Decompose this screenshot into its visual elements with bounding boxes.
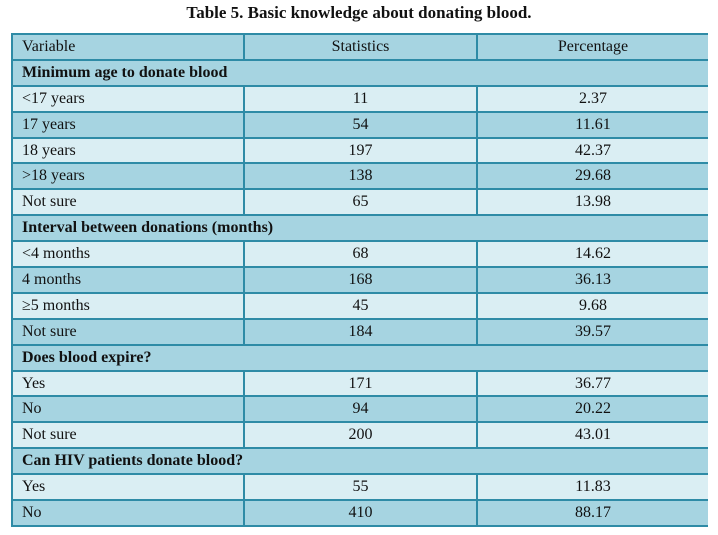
row-label: No bbox=[13, 397, 243, 422]
table-row: No 410 88.17 bbox=[13, 501, 708, 525]
section-title: Can HIV patients donate blood? bbox=[13, 449, 708, 474]
table-row: <17 years 11 2.37 bbox=[13, 86, 708, 111]
row-statistics: 184 bbox=[245, 319, 476, 344]
row-percentage: 43.01 bbox=[478, 423, 708, 448]
row-label: 17 years bbox=[13, 112, 243, 137]
row-percentage: 13.98 bbox=[478, 190, 708, 215]
table-row: 17 years 54 11.61 bbox=[13, 112, 708, 137]
row-statistics: 200 bbox=[245, 423, 476, 448]
row-statistics: 45 bbox=[245, 293, 476, 318]
row-statistics: 55 bbox=[245, 475, 476, 500]
row-label: 18 years bbox=[13, 138, 243, 163]
row-label: Yes bbox=[13, 371, 243, 396]
table-row: 18 years 197 42.37 bbox=[13, 138, 708, 163]
row-statistics: 11 bbox=[245, 86, 476, 111]
table-row: 4 months 168 36.13 bbox=[13, 268, 708, 292]
row-statistics: 168 bbox=[245, 268, 476, 292]
row-percentage: 2.37 bbox=[478, 86, 708, 111]
row-statistics: 138 bbox=[245, 164, 476, 189]
row-percentage: 11.83 bbox=[478, 475, 708, 500]
header-statistics: Statistics bbox=[245, 35, 476, 59]
row-label: Not sure bbox=[13, 423, 243, 448]
knowledge-table-frame: Variable Statistics Percentage Minimum a… bbox=[11, 33, 708, 527]
row-percentage: 14.62 bbox=[478, 242, 708, 267]
table-row: Yes 171 36.77 bbox=[13, 371, 708, 396]
row-label: >18 years bbox=[13, 164, 243, 189]
row-label: Yes bbox=[13, 475, 243, 500]
row-statistics: 65 bbox=[245, 190, 476, 215]
section-title: Interval between donations (months) bbox=[13, 216, 708, 241]
row-label: <4 months bbox=[13, 242, 243, 267]
row-statistics: 410 bbox=[245, 501, 476, 525]
table-row: Not sure 65 13.98 bbox=[13, 190, 708, 215]
table-caption: Table 5. Basic knowledge about donating … bbox=[186, 3, 532, 22]
table-row: Not sure 200 43.01 bbox=[13, 423, 708, 448]
section-row-min-age: Minimum age to donate blood bbox=[13, 60, 708, 85]
section-row-hiv: Can HIV patients donate blood? bbox=[13, 449, 708, 474]
row-percentage: 36.77 bbox=[478, 371, 708, 396]
section-title: Minimum age to donate blood bbox=[13, 60, 708, 85]
header-percentage: Percentage bbox=[478, 35, 708, 59]
table-row: ≥5 months 45 9.68 bbox=[13, 293, 708, 318]
header-variable: Variable bbox=[13, 35, 243, 59]
table-row: Yes 55 11.83 bbox=[13, 475, 708, 500]
row-statistics: 171 bbox=[245, 371, 476, 396]
table-row: >18 years 138 29.68 bbox=[13, 164, 708, 189]
row-label: 4 months bbox=[13, 268, 243, 292]
section-row-expire: Does blood expire? bbox=[13, 345, 708, 370]
row-percentage: 39.57 bbox=[478, 319, 708, 344]
section-title: Does blood expire? bbox=[13, 345, 708, 370]
row-percentage: 88.17 bbox=[478, 501, 708, 525]
table-row: <4 months 68 14.62 bbox=[13, 242, 708, 267]
row-statistics: 68 bbox=[245, 242, 476, 267]
table-header-row: Variable Statistics Percentage bbox=[13, 35, 708, 59]
row-percentage: 9.68 bbox=[478, 293, 708, 318]
row-statistics: 94 bbox=[245, 397, 476, 422]
section-row-interval: Interval between donations (months) bbox=[13, 216, 708, 241]
row-statistics: 54 bbox=[245, 112, 476, 137]
row-label: <17 years bbox=[13, 86, 243, 111]
knowledge-table: Variable Statistics Percentage Minimum a… bbox=[11, 33, 710, 527]
row-percentage: 36.13 bbox=[478, 268, 708, 292]
row-label: Not sure bbox=[13, 190, 243, 215]
row-label: Not sure bbox=[13, 319, 243, 344]
row-percentage: 29.68 bbox=[478, 164, 708, 189]
row-label: ≥5 months bbox=[13, 293, 243, 318]
table-row: Not sure 184 39.57 bbox=[13, 319, 708, 344]
table-row: No 94 20.22 bbox=[13, 397, 708, 422]
row-percentage: 11.61 bbox=[478, 112, 708, 137]
row-statistics: 197 bbox=[245, 138, 476, 163]
row-percentage: 42.37 bbox=[478, 138, 708, 163]
row-percentage: 20.22 bbox=[478, 397, 708, 422]
row-label: No bbox=[13, 501, 243, 525]
